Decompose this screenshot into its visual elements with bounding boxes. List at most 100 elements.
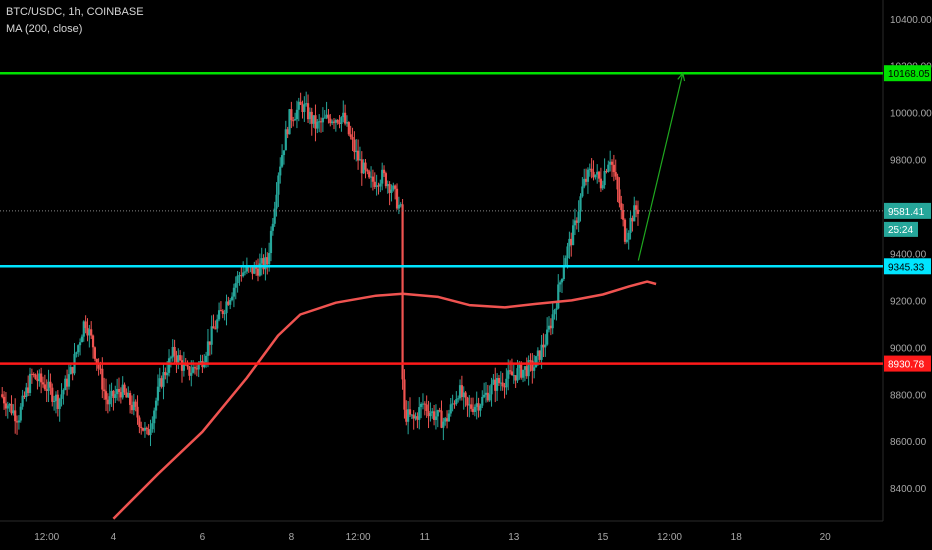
candle: [342, 100, 345, 123]
candle-body: [117, 388, 121, 393]
candle-body: [629, 217, 632, 233]
candle-body: [106, 399, 109, 405]
candle: [41, 376, 45, 388]
candle: [336, 119, 339, 125]
candle: [499, 371, 502, 391]
candle: [205, 351, 208, 368]
candle-body: [116, 388, 119, 395]
candle: [497, 375, 501, 386]
candle: [169, 355, 172, 368]
candle-body: [308, 111, 312, 120]
candle-body: [457, 398, 460, 400]
candle-body: [145, 427, 148, 430]
candle-body: [610, 161, 614, 165]
candle-body: [130, 404, 134, 411]
candle-body: [597, 171, 601, 179]
candle: [588, 163, 591, 177]
candle-body: [108, 396, 111, 405]
candle-body: [205, 355, 208, 363]
candle-body: [301, 104, 304, 113]
candle-body: [635, 205, 638, 210]
candle-body: [471, 408, 475, 412]
candle-body: [510, 371, 514, 376]
candle-body: [156, 386, 160, 401]
candle: [6, 401, 9, 419]
candle: [523, 365, 527, 382]
candle-body: [377, 185, 380, 187]
candle: [310, 107, 313, 136]
candle: [17, 415, 21, 430]
candle: [390, 184, 393, 202]
candle-body: [375, 185, 378, 187]
candle: [69, 364, 72, 375]
candle: [251, 266, 254, 280]
candle-body: [195, 368, 198, 370]
candle-body: [77, 345, 80, 353]
candle-body: [268, 253, 271, 265]
candle: [160, 375, 163, 389]
candle-body: [534, 356, 538, 368]
candle-body: [206, 341, 210, 356]
candle-body: [47, 381, 50, 391]
candle: [364, 158, 367, 179]
candle-body: [468, 404, 471, 406]
candle: [84, 315, 87, 334]
candle: [570, 232, 573, 257]
candle: [412, 410, 415, 430]
candle-body: [342, 112, 345, 118]
candle-body: [186, 364, 189, 367]
candle: [303, 96, 306, 122]
candle-body: [97, 363, 100, 369]
candle-body: [557, 284, 560, 309]
candles: [1, 91, 640, 447]
candle-body: [240, 275, 243, 277]
price-axis[interactable]: 8400.00 8600.00 8800.00 9000.00 9200.00 9400.…: [884, 15, 932, 495]
candle: [62, 388, 65, 405]
candle-body: [23, 395, 26, 398]
x-tick-label: 11: [420, 532, 431, 543]
candle-body: [269, 230, 273, 254]
time-axis[interactable]: 12:00 4 6 8 12:00 11 13 15 12:00 18 20: [34, 532, 831, 543]
candle-body: [460, 385, 463, 398]
candle-body: [373, 181, 376, 187]
candle-body: [162, 372, 165, 387]
grid: [0, 0, 884, 522]
candle: [253, 261, 256, 275]
candle-body: [225, 301, 228, 314]
candle-body: [564, 258, 567, 268]
candle: [547, 316, 551, 333]
level-badge-resistance: 10168.05: [884, 65, 931, 82]
candle-body: [91, 335, 95, 348]
candle: [382, 165, 386, 177]
candle: [308, 107, 312, 125]
candle: [369, 166, 373, 188]
candle-body: [134, 401, 137, 407]
candle: [603, 158, 606, 189]
candle: [112, 389, 115, 411]
candle-body: [486, 392, 489, 401]
candle: [58, 397, 61, 422]
candle: [568, 231, 571, 259]
candle-body: [570, 238, 573, 246]
candle-body: [397, 205, 400, 209]
candle: [442, 417, 445, 441]
candle: [121, 376, 124, 400]
candle: [236, 271, 239, 293]
candle: [331, 119, 334, 126]
candle: [297, 97, 300, 122]
candle: [533, 355, 536, 379]
candle-body: [64, 378, 67, 390]
candle: [206, 329, 210, 368]
candle: [610, 159, 614, 177]
candle-body: [323, 117, 326, 119]
candle-body: [560, 279, 564, 283]
candle-body: [84, 321, 87, 328]
candle: [549, 318, 552, 336]
candle-body: [423, 403, 426, 405]
candle-body: [340, 117, 343, 124]
candle-body: [45, 389, 48, 391]
candle-body: [581, 186, 584, 197]
candle-body: [622, 210, 625, 220]
candle-body: [210, 326, 213, 345]
